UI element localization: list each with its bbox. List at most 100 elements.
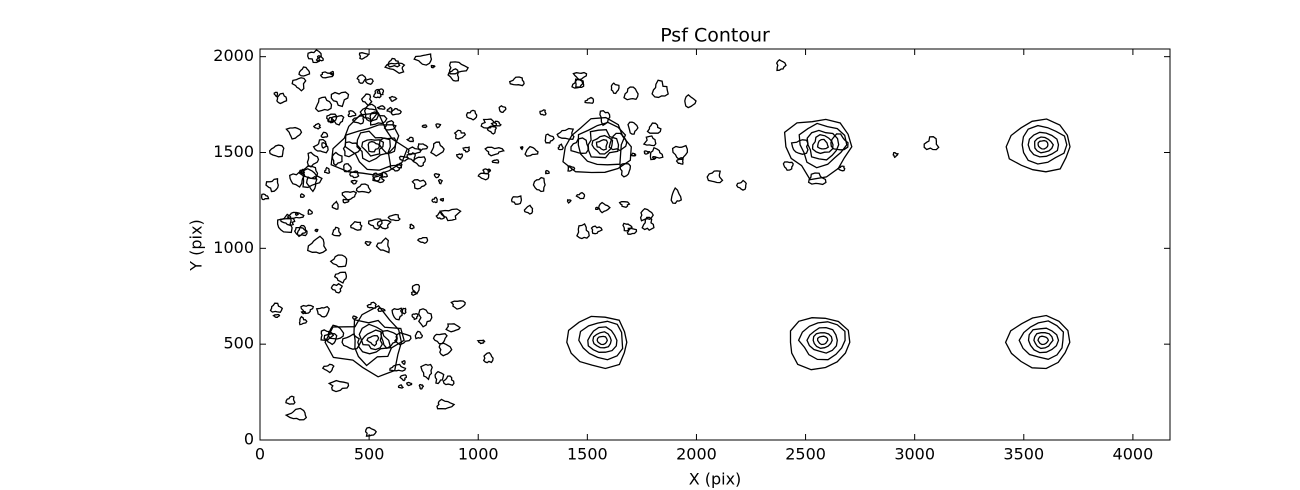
- contour-line: [410, 290, 417, 297]
- y-tick-label: 2000: [213, 46, 254, 65]
- contour-line: [480, 118, 498, 129]
- contour-line: [438, 208, 462, 222]
- contour-line: [577, 121, 627, 166]
- contour-line: [416, 236, 429, 245]
- contour-line: [566, 198, 572, 204]
- contour-line: [300, 310, 306, 315]
- contour-line: [439, 197, 445, 202]
- contour-line: [293, 226, 308, 237]
- contour-line: [398, 155, 410, 162]
- contour-line: [324, 166, 331, 174]
- contour-line: [1033, 332, 1054, 350]
- contour-line: [380, 171, 389, 178]
- contour-line: [592, 331, 612, 349]
- contour-line: [377, 307, 386, 312]
- contour-line: [366, 301, 377, 309]
- contour-line: [314, 228, 319, 233]
- contour-line: [372, 88, 382, 99]
- contour-line: [330, 114, 345, 126]
- contour-line: [670, 186, 683, 204]
- contour-line: [622, 222, 633, 232]
- contour-line: [539, 109, 547, 116]
- contour-line: [510, 195, 523, 205]
- contour-line: [421, 124, 428, 129]
- psf-source: [566, 315, 628, 370]
- contour-line: [364, 426, 378, 437]
- contour-line: [367, 218, 383, 230]
- contour-line: [387, 57, 401, 68]
- contour-line: [260, 193, 270, 201]
- contour-line: [331, 151, 343, 167]
- contour-line: [349, 170, 360, 179]
- contour-line: [327, 379, 350, 393]
- contour-line: [276, 92, 288, 105]
- contour-line: [298, 165, 319, 180]
- contour-line: [272, 313, 281, 318]
- contour-line: [735, 179, 747, 191]
- contour-line: [306, 235, 328, 255]
- x-tick-label: 1500: [567, 445, 608, 464]
- contour-line: [399, 307, 407, 315]
- plot-area: [260, 49, 1071, 437]
- contour-line: [455, 153, 464, 160]
- contour-line: [447, 68, 460, 82]
- contour-line: [351, 115, 365, 125]
- contour-line: [353, 319, 405, 367]
- contour-line: [433, 173, 441, 179]
- contour-line: [570, 137, 589, 154]
- psf-source: [260, 49, 500, 255]
- contour-line: [361, 138, 385, 157]
- contour-line: [372, 172, 384, 182]
- contour-line: [789, 317, 851, 371]
- y-axis-label: Y (pix): [187, 219, 206, 271]
- contour-line: [420, 363, 433, 381]
- contour-line: [782, 161, 794, 171]
- contour-line: [299, 193, 306, 199]
- contour-line: [437, 178, 443, 185]
- contour-line: [790, 139, 809, 155]
- contour-line: [806, 326, 838, 354]
- contour-line: [482, 351, 494, 364]
- contour-line: [646, 122, 662, 134]
- contour-line: [411, 313, 419, 321]
- contour-line: [363, 107, 378, 123]
- contour-line: [434, 370, 445, 385]
- contour-line: [442, 375, 455, 387]
- contour-line: [411, 283, 421, 295]
- contour-line: [566, 315, 628, 370]
- contour-line: [329, 254, 348, 268]
- contour-line: [923, 136, 940, 151]
- psf-source: [706, 58, 940, 191]
- contour-line: [649, 146, 664, 161]
- contour-line: [596, 335, 609, 346]
- contour-line: [401, 359, 406, 366]
- contour-line: [298, 66, 311, 77]
- contour-line: [486, 125, 498, 135]
- contour-line: [341, 190, 358, 201]
- contour-line: [524, 145, 539, 157]
- contour-line: [413, 53, 433, 66]
- contour-line: [797, 321, 846, 361]
- contour-line: [331, 226, 342, 237]
- contour-line: [610, 82, 620, 95]
- contour-line: [320, 329, 335, 342]
- contour-line: [409, 223, 415, 230]
- contour-line: [626, 227, 638, 235]
- contour-line: [347, 110, 357, 118]
- contour-line: [830, 133, 849, 151]
- contour-line: [587, 326, 618, 353]
- contour-line: [389, 164, 403, 172]
- contour-line: [321, 363, 335, 374]
- contour-line: [595, 139, 609, 151]
- contour-line: [608, 132, 628, 152]
- contour-line: [333, 271, 348, 284]
- contour-line: [391, 307, 404, 321]
- contour-line: [642, 135, 657, 147]
- contour-line: [562, 116, 632, 174]
- contour-line: [321, 142, 328, 149]
- contour-line: [350, 220, 363, 231]
- contour-line: [576, 222, 590, 240]
- contour-line: [355, 183, 372, 194]
- contour-line: [360, 93, 373, 107]
- contour-line: [411, 179, 427, 190]
